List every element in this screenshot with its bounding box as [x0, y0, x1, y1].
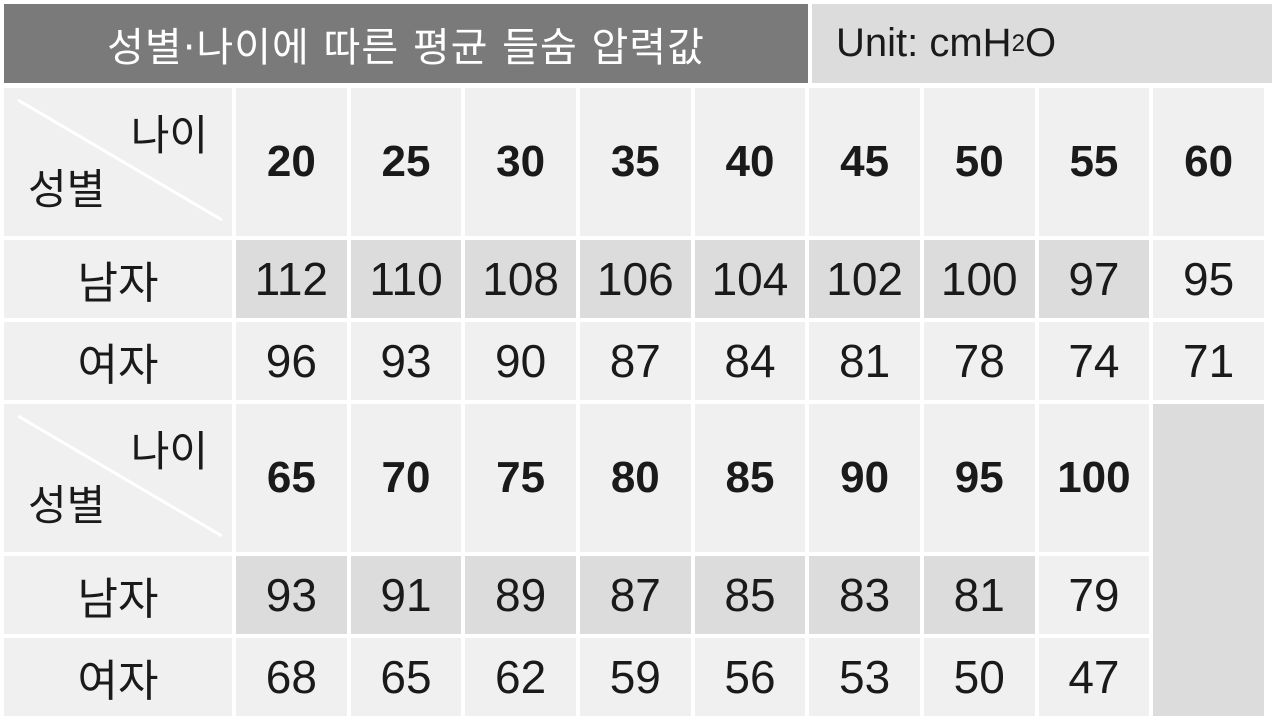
- age-cell: 45: [809, 88, 920, 236]
- age-header-row: 나이 성별 20 25 30 35 40 45 50 55 60: [4, 88, 1264, 236]
- female-value: 90: [465, 322, 576, 400]
- unit-label: Unit: cmH 2 O: [812, 4, 1272, 83]
- age-cell: 55: [1038, 88, 1150, 236]
- age-cell: 75: [465, 404, 576, 552]
- corner-age-label: 나이: [130, 111, 208, 160]
- female-value: 78: [923, 322, 1035, 400]
- female-value: 96: [236, 322, 347, 400]
- male-label: 남자: [4, 240, 232, 318]
- male-value: 91: [350, 556, 462, 634]
- age-cell: 30: [465, 88, 576, 236]
- age-cell: 90: [809, 404, 920, 552]
- male-value: 93: [236, 556, 347, 634]
- female-value: 84: [694, 322, 806, 400]
- male-row: 남자 93 91 89 87 85 83 81 79: [4, 556, 1264, 634]
- male-label: 남자: [4, 556, 232, 634]
- pressure-table-1: 나이 성별 20 25 30 35 40 45 50 55 60 남자 112 …: [0, 84, 1268, 404]
- male-value: 112: [236, 240, 347, 318]
- age-cell: 60: [1153, 88, 1264, 236]
- age-cell: 80: [579, 404, 691, 552]
- female-value: 71: [1153, 322, 1264, 400]
- female-value: 47: [1038, 638, 1150, 716]
- female-value: 87: [579, 322, 691, 400]
- unit-subscript: 2: [1011, 29, 1025, 57]
- male-value: 102: [809, 240, 920, 318]
- table-title: 성별·나이에 따른 평균 들숨 압력값: [4, 4, 808, 83]
- female-value: 56: [694, 638, 806, 716]
- corner-sex-label: 성별: [28, 165, 106, 214]
- female-value: 50: [923, 638, 1035, 716]
- female-value: 62: [465, 638, 576, 716]
- diagonal-line: [17, 414, 223, 538]
- female-value: 68: [236, 638, 347, 716]
- corner-header: 나이 성별: [4, 88, 232, 236]
- age-cell: 40: [694, 88, 806, 236]
- age-cell: 70: [350, 404, 462, 552]
- male-value: 89: [465, 556, 576, 634]
- male-row: 남자 112 110 108 106 104 102 100 97 95: [4, 240, 1264, 318]
- age-cell: 85: [694, 404, 806, 552]
- age-cell: 100: [1038, 404, 1150, 552]
- unit-suffix: O: [1024, 21, 1057, 65]
- female-value: 59: [579, 638, 691, 716]
- female-value: 74: [1038, 322, 1150, 400]
- male-value: 87: [579, 556, 691, 634]
- male-value: 85: [694, 556, 806, 634]
- age-cell: 95: [923, 404, 1035, 552]
- unit-prefix: Unit: cmH: [836, 21, 1012, 65]
- female-row: 여자 96 93 90 87 84 81 78 74 71: [4, 322, 1264, 400]
- corner-sex-label: 성별: [28, 481, 106, 530]
- male-value: 100: [923, 240, 1035, 318]
- male-value: 83: [809, 556, 920, 634]
- female-label: 여자: [4, 322, 232, 400]
- age-cell: 65: [236, 404, 347, 552]
- corner-header: 나이 성별: [4, 404, 232, 552]
- male-value: 110: [350, 240, 462, 318]
- age-cell: 50: [923, 88, 1035, 236]
- age-cell: 20: [236, 88, 347, 236]
- age-cell: 25: [350, 88, 462, 236]
- age-cell: 35: [579, 88, 691, 236]
- male-value: 97: [1038, 240, 1150, 318]
- male-value: 108: [465, 240, 576, 318]
- female-value: 65: [350, 638, 462, 716]
- male-value: 104: [694, 240, 806, 318]
- male-value: 81: [923, 556, 1035, 634]
- female-row: 여자 68 65 62 59 56 53 50 47: [4, 638, 1264, 716]
- empty-cell: [1153, 404, 1264, 716]
- diagonal-line: [17, 98, 223, 222]
- male-value: 95: [1153, 240, 1264, 318]
- female-label: 여자: [4, 638, 232, 716]
- pressure-table-2: 나이 성별 65 70 75 80 85 90 95 100 남자 93 91 …: [0, 400, 1268, 720]
- age-header-row: 나이 성별 65 70 75 80 85 90 95 100: [4, 404, 1264, 716]
- female-value: 93: [350, 322, 462, 400]
- female-value: 81: [809, 322, 920, 400]
- corner-age-label: 나이: [130, 427, 208, 476]
- male-value: 79: [1038, 556, 1150, 634]
- male-value: 106: [579, 240, 691, 318]
- female-value: 53: [809, 638, 920, 716]
